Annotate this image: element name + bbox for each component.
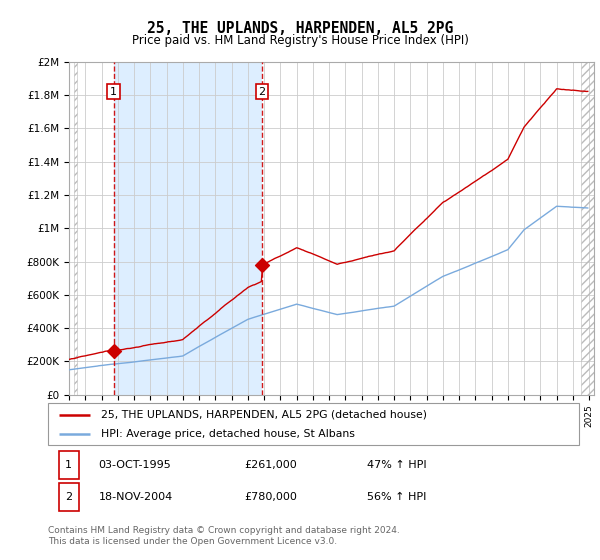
Text: 1: 1 (65, 460, 72, 470)
Text: HPI: Average price, detached house, St Albans: HPI: Average price, detached house, St A… (101, 429, 355, 439)
Bar (113, 62, 262, 395)
Text: 25, THE UPLANDS, HARPENDEN, AL5 2PG (detached house): 25, THE UPLANDS, HARPENDEN, AL5 2PG (det… (101, 409, 427, 419)
Text: 47% ↑ HPI: 47% ↑ HPI (367, 460, 426, 470)
Text: £780,000: £780,000 (244, 492, 298, 502)
Text: 18-NOV-2004: 18-NOV-2004 (98, 492, 173, 502)
Text: Contains HM Land Registry data © Crown copyright and database right 2024.
This d: Contains HM Land Registry data © Crown c… (48, 526, 400, 546)
Text: 2: 2 (65, 492, 72, 502)
FancyBboxPatch shape (59, 451, 79, 478)
Text: 2: 2 (259, 87, 266, 96)
Text: £261,000: £261,000 (244, 460, 297, 470)
Text: 56% ↑ HPI: 56% ↑ HPI (367, 492, 426, 502)
FancyBboxPatch shape (59, 483, 79, 511)
Text: Price paid vs. HM Land Registry's House Price Index (HPI): Price paid vs. HM Land Registry's House … (131, 34, 469, 46)
Point (109, 347, 118, 356)
Text: 1: 1 (110, 87, 117, 96)
Text: 03-OCT-1995: 03-OCT-1995 (98, 460, 171, 470)
FancyBboxPatch shape (48, 403, 579, 445)
Text: 25, THE UPLANDS, HARPENDEN, AL5 2PG: 25, THE UPLANDS, HARPENDEN, AL5 2PG (147, 21, 453, 36)
Point (257, 260, 267, 269)
